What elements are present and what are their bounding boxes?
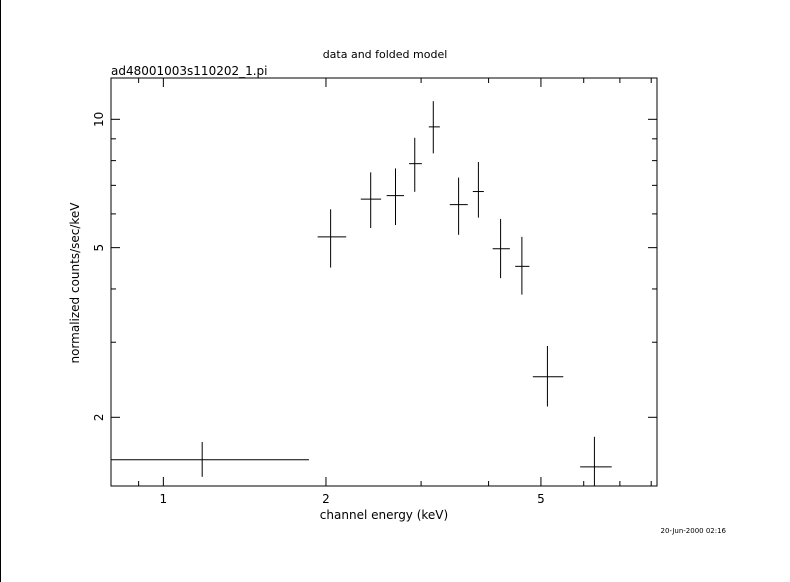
x-tick-label: 5 bbox=[537, 492, 545, 506]
data-point bbox=[580, 436, 612, 486]
data-points bbox=[111, 101, 612, 486]
y-tick-label: 10 bbox=[92, 112, 106, 127]
data-point bbox=[428, 101, 440, 154]
timestamp-label: 20-Jun-2000 02:16 bbox=[661, 527, 727, 535]
y-axis-label: normalized counts/sec/keV bbox=[68, 202, 82, 364]
x-axis-label: channel energy (keV) bbox=[320, 508, 448, 522]
data-point bbox=[317, 209, 347, 268]
data-point bbox=[360, 172, 382, 228]
x-tick-label: 2 bbox=[322, 492, 330, 506]
data-point bbox=[515, 236, 530, 295]
axis-ticks: 1 2 5 2 5 10 bbox=[92, 78, 657, 506]
x-tick-label: 1 bbox=[160, 492, 168, 506]
data-point bbox=[492, 218, 510, 279]
y-tick-label: 5 bbox=[92, 244, 106, 252]
plot-frame bbox=[110, 77, 658, 487]
chart-subtitle: ad48001003s110202_1.pi bbox=[111, 64, 268, 78]
chart-title: data and folded model bbox=[323, 48, 448, 61]
window-left-border bbox=[0, 0, 1, 582]
data-point bbox=[111, 442, 309, 477]
data-point bbox=[472, 162, 484, 218]
data-point bbox=[449, 177, 468, 235]
data-point bbox=[532, 345, 564, 407]
y-tick-label: 2 bbox=[92, 413, 106, 421]
data-point bbox=[386, 168, 405, 226]
data-point bbox=[409, 137, 422, 192]
